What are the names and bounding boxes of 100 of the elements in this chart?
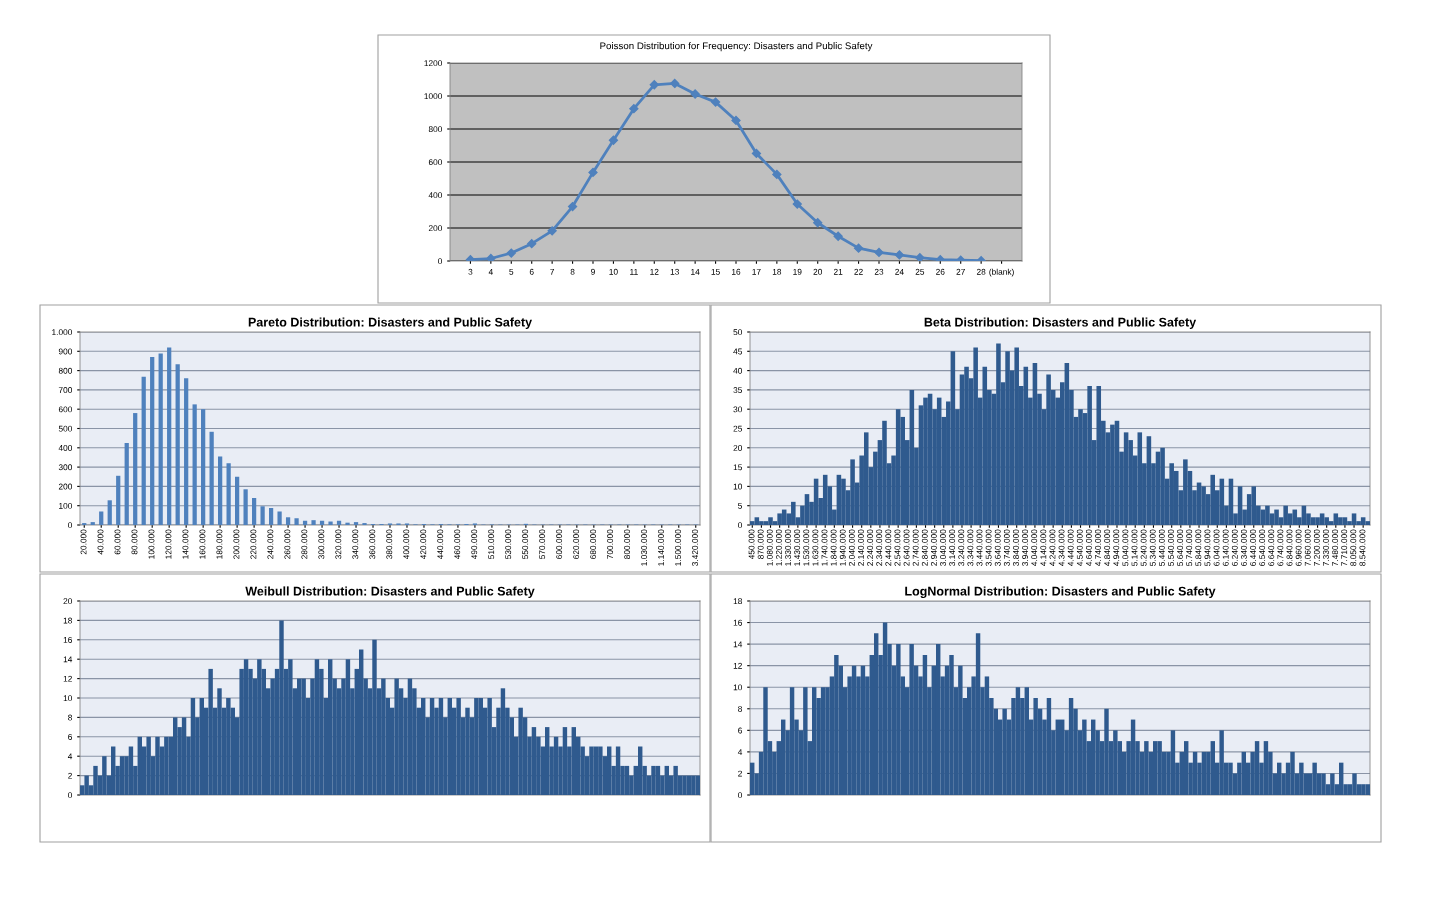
x-tick-label: 25 bbox=[915, 268, 925, 275]
y-tick-label: 16 bbox=[733, 619, 742, 626]
x-tick-label: 1.220.000 bbox=[775, 529, 782, 566]
x-tick-label: 6.140.000 bbox=[1222, 529, 1229, 566]
x-tick-label: 1.430.000 bbox=[794, 529, 801, 566]
x-tick-label: 3 bbox=[468, 268, 473, 275]
x-tick-label: (blank) bbox=[989, 268, 1014, 277]
y-tick-label: 14 bbox=[733, 641, 743, 648]
x-tick-label: 5.640.000 bbox=[1177, 529, 1184, 566]
x-tick-label: 460.000 bbox=[454, 529, 461, 560]
chart-title: Beta Distribution: Disasters and Public Safety bbox=[924, 317, 1197, 330]
x-tick-label: 19 bbox=[793, 268, 802, 275]
y-tick-label: 1200 bbox=[424, 60, 443, 67]
y-tick-label: 5 bbox=[738, 502, 743, 509]
y-tick-label: 4 bbox=[737, 749, 743, 755]
x-tick-label: 5.440.000 bbox=[1158, 529, 1165, 566]
y-tick-label: 25 bbox=[733, 425, 743, 432]
x-tick-label: 1.030.000 bbox=[641, 529, 648, 566]
x-tick-label: 220.000 bbox=[250, 529, 257, 559]
y-tick-label: 20 bbox=[733, 445, 743, 451]
x-tick-label: 1.530.000 bbox=[803, 529, 810, 566]
x-tick-label: 5.040.000 bbox=[1122, 529, 1129, 566]
x-tick-label: 400.000 bbox=[403, 529, 410, 560]
x-tick-label: 3.240.000 bbox=[958, 529, 965, 566]
x-tick-label: 420.000 bbox=[420, 529, 427, 560]
x-tick-label: 4.640.000 bbox=[1085, 529, 1092, 567]
y-tick-label: 4 bbox=[67, 753, 73, 760]
x-tick-label: 240.000 bbox=[267, 529, 274, 559]
x-tick-label: 6.540.000 bbox=[1259, 529, 1266, 566]
x-tick-label: 2.940.000 bbox=[930, 529, 937, 566]
x-tick-label: 800.000 bbox=[624, 529, 631, 559]
chart-title: Weibull Distribution: Disasters and Public Safety bbox=[245, 586, 535, 599]
chart-title: Poisson Distribution for Frequency: Disasters and Public Safety bbox=[600, 42, 873, 52]
y-tick-label: 900 bbox=[58, 348, 73, 355]
x-tick-label: 4.240.000 bbox=[1049, 529, 1056, 567]
y-tick-label: 800 bbox=[428, 126, 443, 133]
x-tick-label: 2.640.000 bbox=[903, 529, 910, 566]
y-tick-label: 8 bbox=[68, 714, 72, 721]
x-tick-label: 24 bbox=[895, 268, 904, 275]
x-tick-label: 550.000 bbox=[522, 529, 529, 559]
y-tick-label: 2 bbox=[738, 770, 742, 777]
x-tick-label: 1.740.000 bbox=[821, 529, 828, 566]
x-tick-label: 1.500.000 bbox=[675, 529, 681, 566]
x-tick-label: 4 bbox=[488, 268, 493, 275]
y-tick-label: 2 bbox=[68, 772, 72, 779]
x-tick-label: 160.000 bbox=[199, 529, 206, 559]
x-tick-label: 4.740.000 bbox=[1095, 529, 1101, 567]
y-tick-label: 800 bbox=[58, 367, 73, 374]
x-tick-label: 570.000 bbox=[539, 529, 546, 559]
x-tick-label: 7.710.000 bbox=[1341, 529, 1348, 566]
x-tick-label: 440.000 bbox=[437, 529, 444, 560]
y-tick-label: 0 bbox=[68, 522, 73, 529]
y-tick-label: 12 bbox=[733, 662, 742, 669]
x-tick-label: 60.000 bbox=[114, 529, 121, 555]
x-tick-label: 3.840.000 bbox=[1013, 529, 1019, 566]
y-tick-label: 400 bbox=[428, 192, 443, 199]
x-tick-label: 2.240.000 bbox=[867, 529, 874, 566]
y-tick-label: 8 bbox=[738, 705, 742, 712]
x-tick-label: 20.000 bbox=[80, 529, 87, 555]
x-tick-label: 600.000 bbox=[556, 529, 563, 559]
y-tick-label: 600 bbox=[428, 159, 443, 166]
x-tick-label: 680.000 bbox=[590, 529, 597, 559]
x-tick-label: 3.420.000 bbox=[692, 529, 698, 566]
y-tick-label: 500 bbox=[58, 425, 73, 432]
x-tick-label: 3.940.000 bbox=[1022, 529, 1029, 566]
x-tick-label: 5.240.000 bbox=[1140, 529, 1147, 566]
x-tick-label: 1.940.000 bbox=[839, 529, 846, 566]
x-tick-label: 5.940.000 bbox=[1204, 529, 1211, 566]
x-tick-label: 5.140.000 bbox=[1131, 529, 1138, 566]
x-tick-label: 2.840.000 bbox=[921, 529, 928, 566]
x-tick-label: 27 bbox=[956, 268, 965, 275]
y-tick-label: 10 bbox=[733, 684, 743, 691]
x-tick-label: 1.080.000 bbox=[766, 529, 773, 566]
x-tick-label: 5.840.000 bbox=[1195, 529, 1202, 566]
x-tick-label: 21 bbox=[833, 268, 843, 275]
x-tick-label: 11 bbox=[630, 268, 638, 275]
x-tick-label: 7.480.000 bbox=[1332, 529, 1339, 566]
y-tick-label: 400 bbox=[58, 445, 73, 451]
y-tick-label: 600 bbox=[58, 406, 73, 413]
y-tick-label: 200 bbox=[58, 483, 73, 490]
y-tick-label: 15 bbox=[733, 464, 743, 471]
x-tick-label: 530.000 bbox=[505, 529, 512, 559]
y-tick-label: 0 bbox=[738, 522, 743, 529]
y-tick-label: 45 bbox=[733, 348, 743, 355]
x-tick-label: 1.630.000 bbox=[812, 529, 819, 566]
x-tick-label: 6.040.000 bbox=[1213, 529, 1220, 566]
x-tick-label: 4.440.000 bbox=[1067, 529, 1074, 567]
y-tick-label: 0 bbox=[68, 792, 73, 799]
y-tick-label: 12 bbox=[63, 675, 72, 682]
y-tick-label: 18 bbox=[733, 598, 742, 605]
x-tick-label: 5.540.000 bbox=[1168, 529, 1174, 566]
x-tick-label: 3.640.000 bbox=[994, 529, 1001, 566]
y-tick-label: 300 bbox=[58, 464, 73, 471]
x-tick-label: 3.140.000 bbox=[949, 529, 956, 566]
y-tick-label: 700 bbox=[58, 387, 73, 393]
x-tick-label: 80.000 bbox=[131, 529, 138, 555]
x-tick-label: 20 bbox=[813, 268, 823, 275]
x-tick-label: 5.340.000 bbox=[1149, 529, 1156, 566]
x-tick-label: 28 bbox=[976, 268, 986, 275]
chart-title: LogNormal Distribution: Disasters and Public Safety bbox=[905, 586, 1216, 599]
